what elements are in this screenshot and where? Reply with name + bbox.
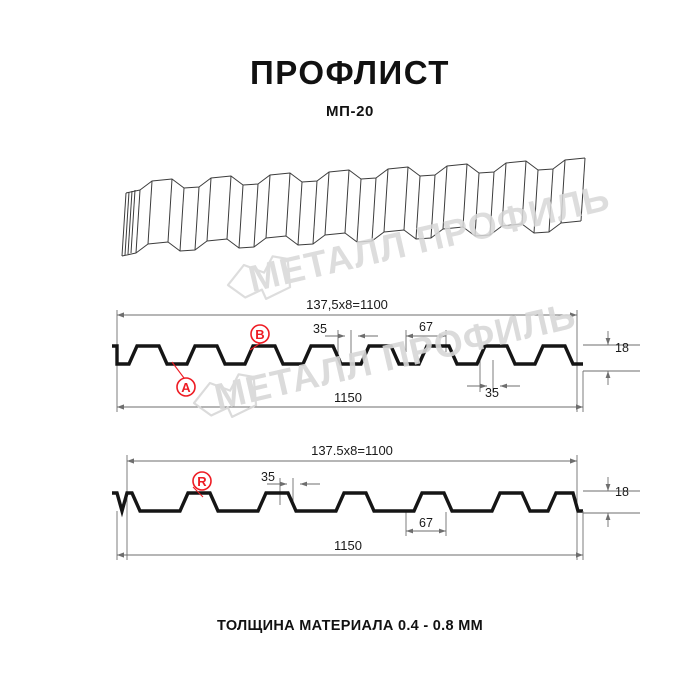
- dim2-pitch-flat-67: 67: [406, 516, 446, 534]
- dim-overall-bottom-label: 1150: [334, 390, 362, 405]
- watermark-text-2: МЕТАЛЛ ПРОФИЛЬ: [211, 295, 580, 418]
- dim2-rib-top-35: 35: [261, 470, 320, 487]
- iso-fold-lines: [135, 159, 566, 254]
- dim-overall-top-label: 137,5x8=1100: [306, 297, 388, 312]
- dim-rib-bottom-35-label: 35: [485, 386, 499, 400]
- watermark-logo-icon-2: [192, 373, 258, 418]
- callout-b: B: [249, 324, 270, 351]
- iso-top-edge: [125, 157, 586, 194]
- section-bottom-extension-lines: [126, 455, 640, 560]
- dim-pitch-flat-67: 67: [406, 320, 446, 339]
- page-subtitle: МП-20: [326, 103, 374, 120]
- dim-overall-bottom: 1150: [117, 371, 584, 412]
- dim2-overall-top: 137.5x8=1100: [127, 443, 577, 464]
- callout-r: R: [192, 471, 212, 498]
- dim2-overall-bottom: 1150: [116, 511, 584, 560]
- dim2-height-18: 18: [605, 477, 629, 527]
- dim-height-18: 18: [605, 331, 629, 385]
- callout-a-label: A: [181, 380, 191, 395]
- dim2-overall-top-label: 137.5x8=1100: [311, 443, 393, 458]
- iso-right-edge: [580, 157, 586, 222]
- section-bottom: 137.5x8=1100 35 67 18: [112, 443, 640, 560]
- dim-rib-bottom-35: 35: [467, 383, 520, 400]
- title-block: ПРОФЛИСТ МП-20: [0, 56, 700, 120]
- profile-section-bottom: [112, 491, 583, 518]
- iso-bottom-edge: [121, 220, 582, 257]
- callout-a: A: [171, 361, 196, 397]
- material-thickness-note: ТОЛЩИНА МАТЕРИАЛА 0.4 - 0.8 ММ: [217, 618, 483, 634]
- watermark-logo-icon: [226, 255, 292, 300]
- dim2-height-18-label: 18: [615, 485, 629, 499]
- dim-pitch-flat-67-label: 67: [419, 320, 433, 334]
- isometric-view: [121, 157, 586, 257]
- dim-rib-top-35: 35: [313, 322, 378, 339]
- dim2-pitch-flat-67-label: 67: [419, 516, 433, 530]
- dim-rib-top-35-label: 35: [313, 322, 327, 336]
- iso-left-edge: [121, 189, 136, 257]
- dim-overall-top: 137,5x8=1100: [117, 297, 577, 318]
- dim2-overall-bottom-label: 1150: [334, 538, 362, 553]
- dim-height-18-label: 18: [615, 341, 629, 355]
- callout-b-label: B: [255, 327, 264, 342]
- dim2-rib-top-35-label: 35: [261, 470, 275, 484]
- page-title: ПРОФЛИСТ: [250, 54, 450, 91]
- watermark-text: МЕТАЛЛ ПРОФИЛЬ: [245, 177, 614, 300]
- callout-r-label: R: [197, 474, 207, 489]
- section-top: 137,5x8=1100 35 67 35: [112, 297, 640, 412]
- profile-section-top: [112, 344, 583, 366]
